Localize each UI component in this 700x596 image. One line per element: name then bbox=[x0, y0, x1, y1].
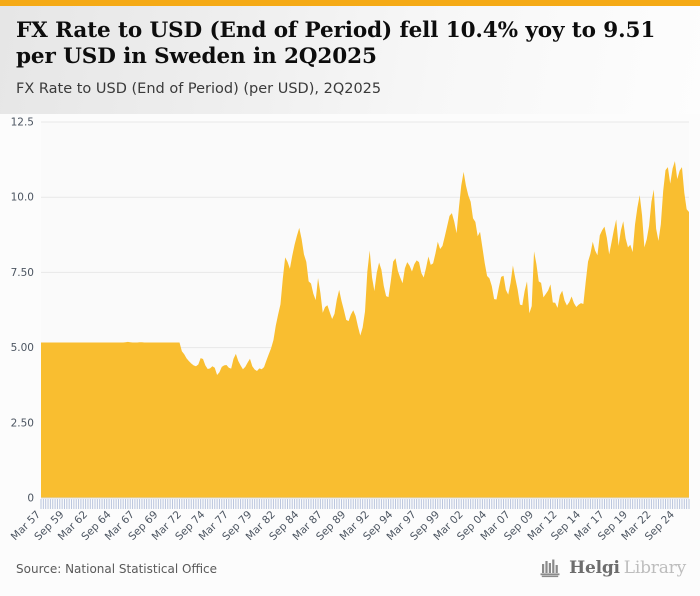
y-axis-tick-label: 5.00 bbox=[11, 342, 34, 354]
helgi-library-logo[interactable]: Helgi Library bbox=[539, 558, 686, 578]
y-axis-tick-label: 12.5 bbox=[11, 117, 34, 129]
page-title: FX Rate to USD (End of Period) fell 10.4… bbox=[16, 18, 656, 69]
chart-footer: Source: National Statistical Office Helg… bbox=[0, 546, 700, 596]
top-accent-bar bbox=[0, 0, 700, 6]
y-axis-tick-label: 10.0 bbox=[11, 192, 34, 204]
logo-text-helgi: Helgi bbox=[569, 558, 620, 578]
chart-subtitle: FX Rate to USD (End of Period) (per USD)… bbox=[16, 81, 382, 97]
chart-header: FX Rate to USD (End of Period) fell 10.4… bbox=[0, 6, 700, 114]
source-note: Source: National Statistical Office bbox=[16, 562, 218, 576]
chart-plot-area: 0 2.50 5.00 7.50 10.0 12.5 Mar 57 Sep 59 Mar 62… bbox=[0, 114, 700, 546]
y-axis-labels: 0 2.50 5.00 7.50 10.0 12.5 bbox=[11, 117, 34, 505]
logo-text-library: Library bbox=[623, 558, 686, 578]
y-axis-tick-label: 0 bbox=[27, 493, 34, 505]
y-axis-tick-label: 2.50 bbox=[11, 417, 34, 429]
y-axis-tick-label: 7.50 bbox=[11, 267, 34, 279]
x-axis-ticks bbox=[40, 499, 690, 509]
area-series-fill bbox=[41, 161, 689, 498]
bar-chart-building-icon bbox=[540, 559, 560, 578]
